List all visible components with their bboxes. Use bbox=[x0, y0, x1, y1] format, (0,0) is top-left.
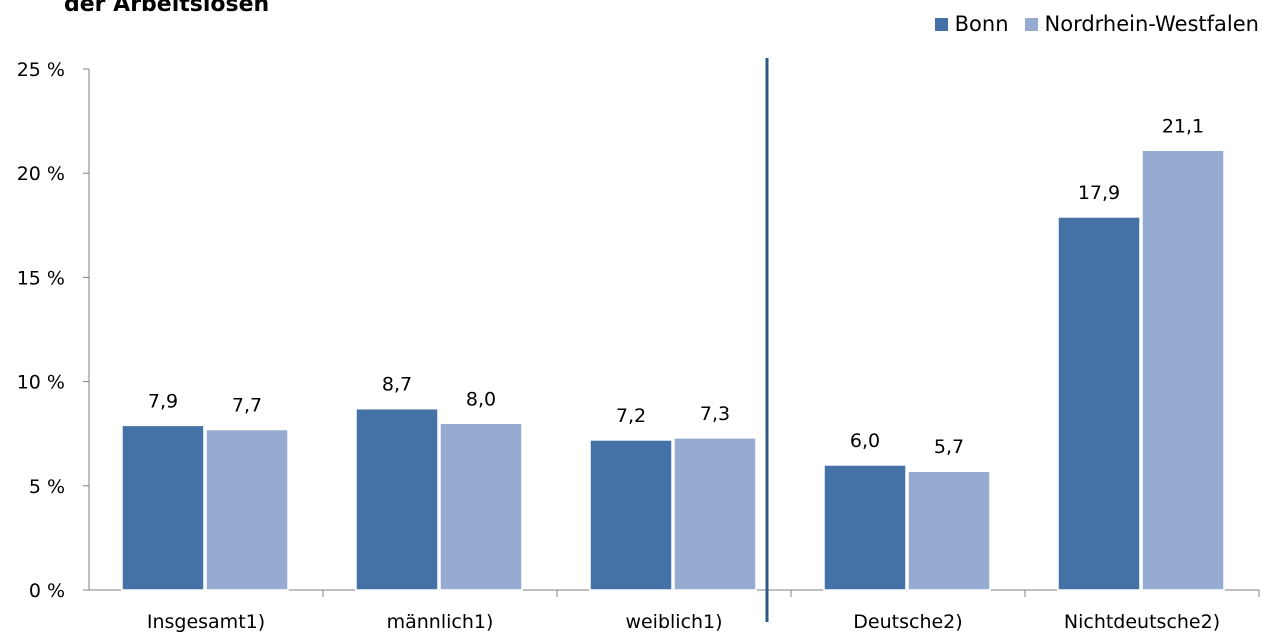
data-label: 6,0 bbox=[850, 430, 880, 452]
bar-nrw bbox=[673, 437, 757, 591]
x-tick-label: Insgesamt1) bbox=[147, 611, 265, 633]
x-tick-label: Deutsche2) bbox=[853, 611, 962, 633]
data-label: 5,7 bbox=[934, 436, 964, 458]
x-tick-label: männlich1) bbox=[387, 611, 494, 633]
bar-bonn bbox=[1057, 216, 1141, 591]
legend-label-bonn: Bonn bbox=[954, 12, 1009, 36]
legend-label-nrw: Nordrhein-Westfalen bbox=[1044, 12, 1259, 36]
bar-nrw bbox=[907, 470, 991, 591]
legend-item-bonn: Bonn bbox=[934, 12, 1009, 36]
y-tick-label: 5 % bbox=[29, 476, 65, 498]
legend-swatch-nrw bbox=[1024, 17, 1038, 31]
bar-nrw bbox=[1141, 149, 1225, 591]
data-label: 8,0 bbox=[466, 388, 496, 410]
y-tick-label: 15 % bbox=[17, 267, 65, 289]
y-tick-label: 10 % bbox=[17, 372, 65, 394]
x-tick-label: weiblich1) bbox=[625, 611, 722, 633]
data-label: 7,7 bbox=[232, 395, 262, 417]
data-label: 17,9 bbox=[1078, 182, 1120, 204]
bar-bonn bbox=[121, 424, 205, 591]
bar-bonn bbox=[355, 407, 439, 591]
data-label: 7,9 bbox=[148, 390, 178, 412]
data-label: 7,2 bbox=[616, 405, 646, 427]
bar-nrw bbox=[439, 422, 523, 591]
bar-bonn bbox=[823, 464, 907, 591]
chart-title: der Arbeitslosen bbox=[64, 0, 270, 17]
bar-nrw bbox=[205, 428, 289, 591]
y-tick-label: 0 % bbox=[29, 580, 65, 602]
data-label: 8,7 bbox=[382, 374, 412, 396]
legend-swatch-bonn bbox=[934, 17, 948, 31]
legend-item-nrw: Nordrhein-Westfalen bbox=[1024, 12, 1259, 36]
chart-legend: Bonn Nordrhein-Westfalen bbox=[919, 12, 1259, 36]
data-label: 7,3 bbox=[700, 403, 730, 425]
x-tick-label: Nichtdeutsche2) bbox=[1064, 611, 1220, 633]
y-tick-label: 20 % bbox=[17, 163, 65, 185]
data-label: 21,1 bbox=[1162, 115, 1204, 137]
y-tick-label: 25 % bbox=[17, 59, 65, 81]
bar-bonn bbox=[589, 439, 673, 591]
